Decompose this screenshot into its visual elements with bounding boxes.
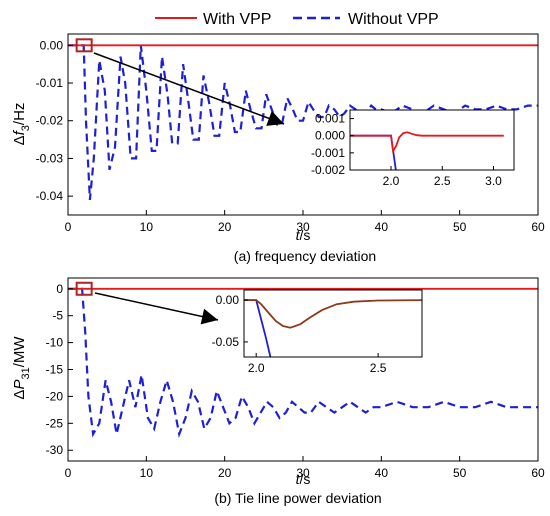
y-axis-label-unit: /MW [11, 336, 28, 368]
x-axis-label-unit: /s [300, 471, 311, 487]
inset-frame [349, 109, 515, 171]
y-tick-label: 0 [56, 282, 63, 296]
legend-label-without-vpp: Without VPP [348, 11, 439, 28]
x-axis-label-var: t [296, 471, 301, 487]
series-line-without-vpp [68, 287, 538, 439]
x-tick-label: 60 [531, 220, 545, 234]
y-tick-label: -0.04 [36, 189, 64, 203]
inset-series-group [244, 299, 422, 357]
zoom-marker-box [75, 281, 93, 296]
y-axis-label: Δf3/Hz [11, 103, 32, 146]
inset-y-tick-label: -0.002 [311, 163, 345, 177]
x-tick-label: 0 [65, 466, 72, 480]
y-axis-label-delta: Δ [11, 390, 28, 400]
inset-y-tick-label: -0.05 [212, 335, 240, 349]
y-axis-label-delta: Δ [11, 135, 28, 145]
y-tick-label: -20 [46, 389, 64, 403]
zoom-arrow-line [93, 52, 285, 125]
series-line-without-vpp [68, 44, 538, 201]
x-axis-label-var: t [296, 227, 301, 243]
y-tick-label: -25 [46, 416, 64, 430]
y-axis-label-var: P [11, 380, 28, 390]
zoom-arrow-line [94, 292, 219, 321]
y-tick-label: -10 [46, 336, 64, 350]
x-tick-label: 50 [453, 220, 467, 234]
legend: With VPP Without VPP [155, 11, 439, 28]
x-tick-label: 60 [531, 466, 545, 480]
y-tick-label: -0.01 [36, 76, 64, 90]
chart-b-caption: (b) Tie line power deviation [214, 490, 381, 506]
y-axis-label-var: f [11, 129, 28, 135]
y-tick-label: 0.00 [40, 38, 64, 52]
y-tick-label: -5 [52, 309, 63, 323]
inset-series-line-with-vpp [350, 131, 504, 154]
chart-tie-line-power-deviation: (b) Tie line power deviation 0 10 20 30 40 50… [11, 277, 545, 506]
zoom-arrow-head [266, 110, 284, 126]
inset-y-tick-label: -0.001 [311, 146, 345, 160]
inset-y-tick-label: 0.00 [216, 293, 240, 307]
y-axis-label-unit: /Hz [11, 103, 28, 126]
x-tick-label: 20 [218, 466, 232, 480]
y-axis-label: ΔP31/MW [11, 336, 32, 400]
inset-x-tick-label: 3.0 [485, 174, 502, 188]
y-tick-label: -30 [46, 443, 64, 457]
legend-label-with-vpp: With VPP [203, 11, 271, 28]
chart-frequency-deviation: (a) frequency deviation 0 10 20 30 40 50 60 0.0… [11, 33, 545, 264]
inset-y-tick-label: 0.000 [315, 129, 345, 143]
chart-a-caption: (a) frequency deviation [234, 248, 376, 264]
inset-background [350, 110, 514, 170]
x-axis-label-unit: /s [300, 227, 311, 243]
x-tick-label: 40 [375, 220, 389, 234]
plot-series-group [68, 287, 538, 439]
x-tick-label: 30 [296, 466, 310, 480]
zoom-arrow-head [200, 308, 218, 325]
x-tick-label: 10 [140, 466, 154, 480]
inset-x-tick-label: 2.5 [370, 361, 387, 375]
inset-x-tick-label: 2.0 [248, 361, 265, 375]
x-axis-label: t/s [296, 471, 311, 487]
y-tick-label: -15 [46, 363, 64, 377]
x-tick-label: 30 [296, 220, 310, 234]
x-tick-label: 0 [65, 220, 72, 234]
x-tick-label: 50 [453, 466, 467, 480]
x-tick-label: 20 [218, 220, 232, 234]
y-tick-label: -0.02 [36, 114, 64, 128]
x-tick-label: 40 [375, 466, 389, 480]
x-tick-label: 10 [140, 220, 154, 234]
inset-x-tick-label: 2.5 [434, 174, 451, 188]
inset-series-group [350, 131, 504, 170]
y-axis-label-sub: 3 [20, 125, 32, 131]
inset-x-tick-label: 2.0 [383, 174, 400, 188]
x-axis-label: t/s [296, 227, 311, 243]
inset-y-tick-label: 0.001 [315, 112, 345, 126]
zoom-marker-box [75, 38, 93, 53]
inset-series-line-with-vpp [244, 299, 422, 329]
y-axis-label-sub: 31 [20, 367, 32, 379]
y-tick-label: -0.03 [36, 151, 64, 165]
plot-series-group [68, 44, 538, 201]
inset-frame [243, 289, 423, 358]
